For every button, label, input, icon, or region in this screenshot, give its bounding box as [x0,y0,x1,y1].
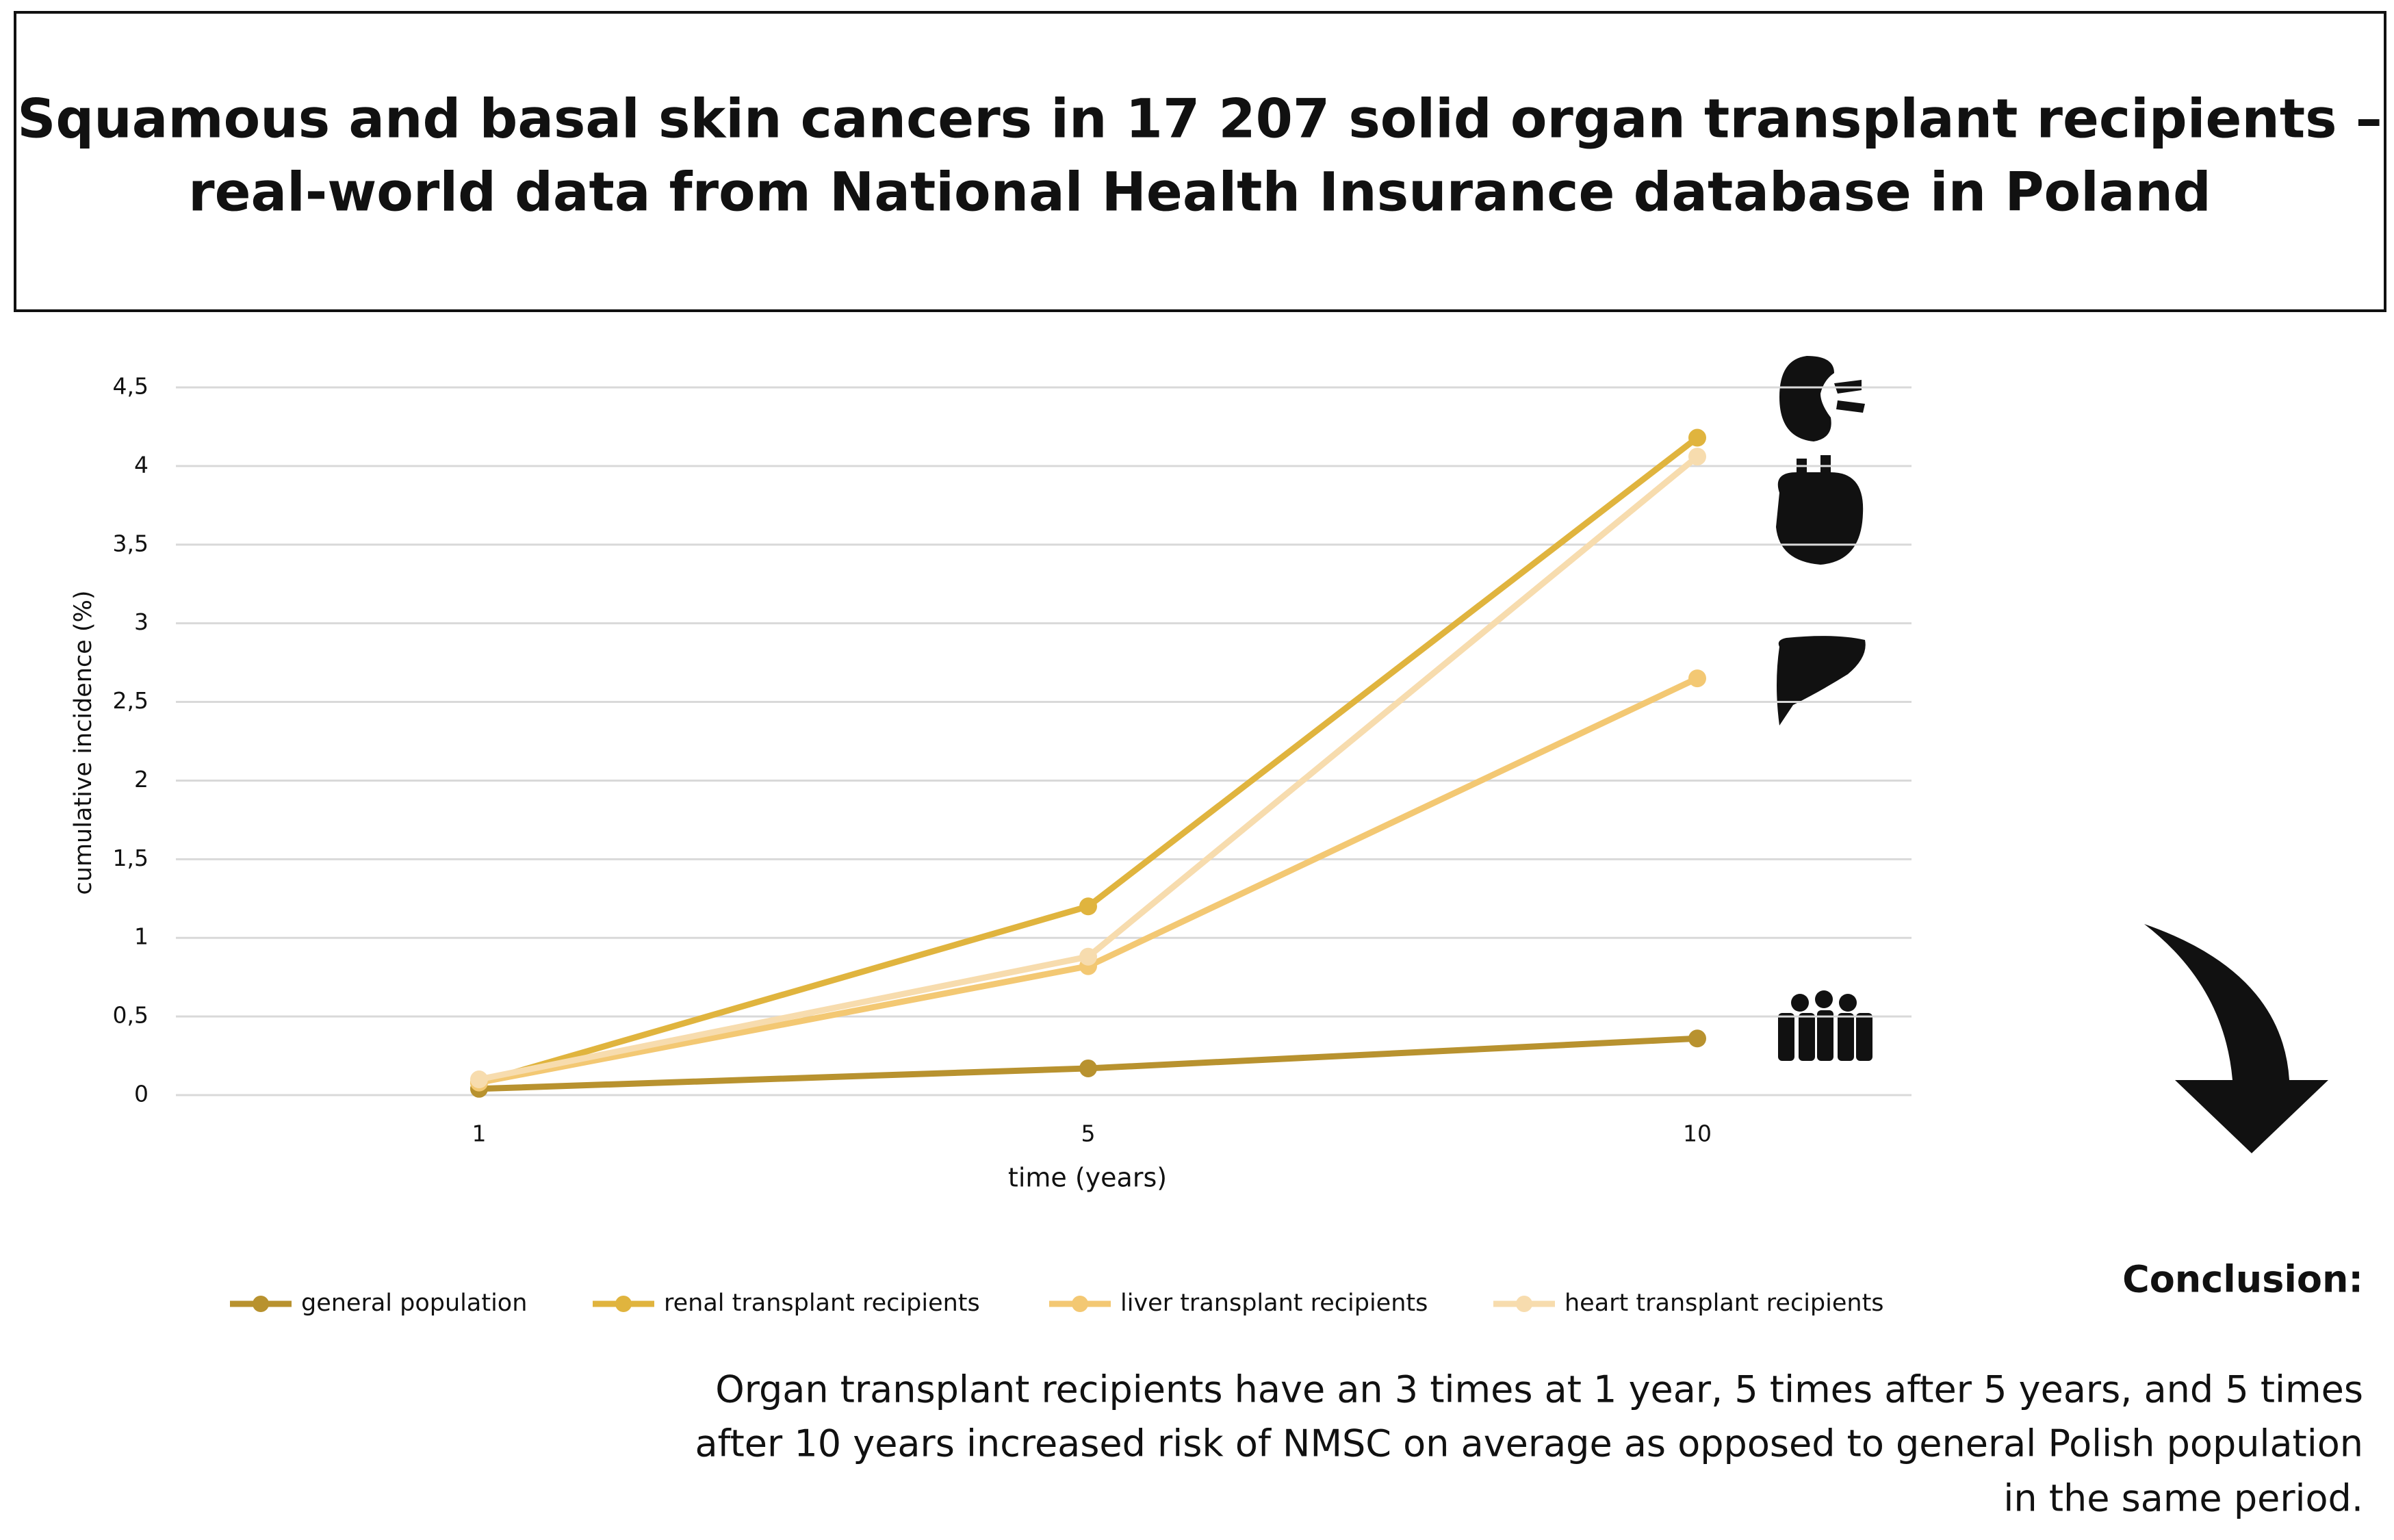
y-tick-label: 4,5 [113,373,149,400]
data-point [470,1070,488,1089]
conclusion-text: after 10 years increased risk of NMSC on… [695,1422,2363,1465]
heart-icon [1776,455,1864,565]
data-point [1079,1059,1097,1077]
data-point [1688,428,1706,447]
x-axis-label: time (years) [1008,1163,1167,1193]
conclusion-text: in the same period. [2003,1477,2363,1520]
legend-dot [1516,1296,1532,1312]
title-box [14,11,2386,312]
legend-dot [1072,1296,1088,1312]
y-tick-label: 1,5 [113,845,149,871]
data-point [1079,897,1097,916]
y-tick-label: 1 [134,923,149,950]
kidney-icon [1779,356,1834,441]
title: real-world data from National Health Ins… [188,162,2211,223]
y-tick-label: 0,5 [113,1002,149,1029]
y-axis-label: cumulative incidence (%) [70,591,97,895]
legend-dot [615,1296,632,1312]
series-line [478,435,1699,1086]
people-icon [1778,990,1872,1061]
legend-label: liver transplant recipients [1120,1289,1428,1317]
data-point [1688,1029,1706,1048]
kidney-vessels-icon [1834,380,1865,413]
y-tick-label: 0 [134,1081,149,1107]
legend-label: renal transplant recipients [664,1289,980,1317]
icons [1776,356,2328,1153]
y-tick-label: 3,5 [113,530,149,556]
legend-label: heart transplant recipients [1565,1289,1884,1317]
title: Squamous and basal skin cancers in 17 20… [17,88,2382,150]
series-line [478,676,1699,1086]
y-tick-label: 4 [134,451,149,478]
liver-icon [1777,636,1866,726]
conclusion-heading: Conclusion: [2122,1258,2363,1301]
conclusion-text: Organ transplant recipients have an 3 ti… [715,1368,2363,1411]
data-point [1688,669,1706,688]
x-tick-label: 10 [1683,1120,1712,1147]
data-point [1079,947,1097,966]
y-tick-label: 3 [134,608,149,635]
arrow-icon [2144,924,2328,1153]
y-tick-label: 2,5 [113,687,149,714]
x-tick-label: 5 [1081,1120,1096,1147]
data-point [1688,448,1706,466]
legend-label: general population [301,1289,527,1317]
legend-dot [253,1296,269,1312]
y-tick-label: 2 [134,766,149,793]
x-tick-label: 1 [472,1120,487,1147]
